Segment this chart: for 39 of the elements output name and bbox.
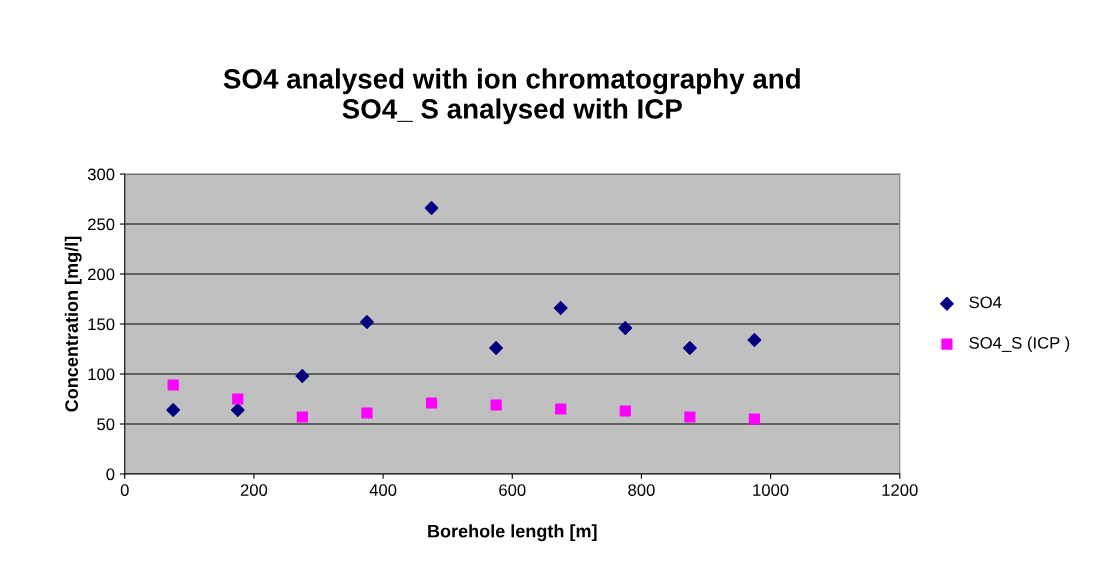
y-tick-label: 250 xyxy=(88,218,115,231)
x-tick-label: 600 xyxy=(499,484,526,496)
x-axis-title: Borehole length [m] xyxy=(428,524,597,542)
y-tick-label: 200 xyxy=(88,268,115,281)
y-tick-label: 100 xyxy=(88,368,115,381)
point xyxy=(684,411,696,423)
x-tick-label: 800 xyxy=(628,484,655,496)
point xyxy=(361,407,373,419)
point xyxy=(553,301,568,315)
y-tick-label: 150 xyxy=(88,318,115,331)
point xyxy=(490,399,502,411)
point xyxy=(489,341,504,355)
point xyxy=(424,201,439,215)
point xyxy=(619,405,631,417)
point xyxy=(425,397,438,409)
point xyxy=(295,369,310,383)
y-tick-label: 50 xyxy=(97,418,115,431)
point xyxy=(618,321,633,335)
chart-title: SO4 analysed with ion chromatography and SO4_ S analysed with ICP xyxy=(223,68,800,125)
point xyxy=(296,411,308,423)
x-tick-label: 1000 xyxy=(753,484,789,496)
x-tick-label: 0 xyxy=(120,484,129,496)
point xyxy=(166,403,181,417)
x-tick-label: 1200 xyxy=(882,484,918,496)
x-tick-label: 200 xyxy=(240,484,268,496)
point xyxy=(555,403,567,415)
point xyxy=(682,341,697,355)
legend-label: SO4 xyxy=(969,296,1002,309)
point xyxy=(748,413,761,425)
point xyxy=(360,315,374,329)
legend-label: SO4_S (ICP ) xyxy=(969,336,1070,353)
point xyxy=(167,379,179,391)
y-axis-title: Concentration [mg/l] xyxy=(64,236,82,412)
point xyxy=(232,393,244,405)
y-tick-label: 300 xyxy=(87,168,115,181)
y-tick-label: 0 xyxy=(106,468,115,481)
point xyxy=(747,333,762,347)
point xyxy=(230,403,245,417)
x-tick-label: 400 xyxy=(369,484,397,496)
